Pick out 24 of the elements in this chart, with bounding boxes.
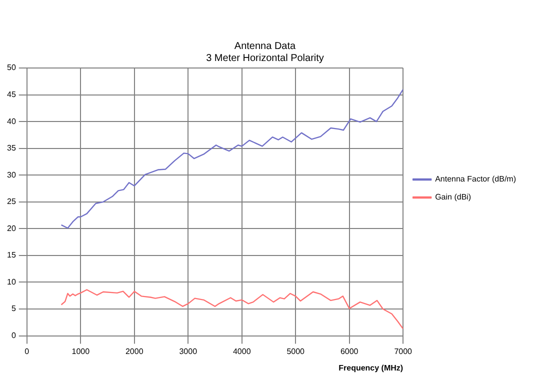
y-tick-label: 10 <box>6 277 16 286</box>
y-tick-label: 5 <box>11 304 16 314</box>
text: Antenna Data <box>234 40 296 52</box>
text: 3 Meter Horizontal Polarity <box>206 52 324 64</box>
x-tick-label: 5000 <box>286 346 306 356</box>
y-tick-label: 15 <box>6 250 16 260</box>
x-tick-label: 2000 <box>125 346 144 356</box>
y-tick-label: 20 <box>6 224 16 233</box>
x-tick-label: 1000 <box>72 346 90 356</box>
legend-label: Antenna Factor (dB/m) <box>435 174 516 184</box>
x-tick-label: 7000 <box>394 346 413 356</box>
y-tick-label: 35 <box>6 144 16 153</box>
legend-label: Gain (dBi) <box>435 192 472 202</box>
x-tick-label: 0 <box>24 346 30 356</box>
y-tick-label: 30 <box>6 170 16 180</box>
x-tick-label: 3000 <box>179 346 198 356</box>
y-tick-label: 0 <box>11 331 16 340</box>
y-tick-label: 40 <box>6 116 16 126</box>
x-tick-label: 6000 <box>340 346 359 356</box>
y-tick-label: 50 <box>6 63 16 72</box>
x-tick-label: 4000 <box>232 346 252 356</box>
y-tick-label: 25 <box>6 197 16 206</box>
y-tick-label: 45 <box>6 90 16 99</box>
x-axis-title: Frequency (MHz) <box>338 363 404 372</box>
